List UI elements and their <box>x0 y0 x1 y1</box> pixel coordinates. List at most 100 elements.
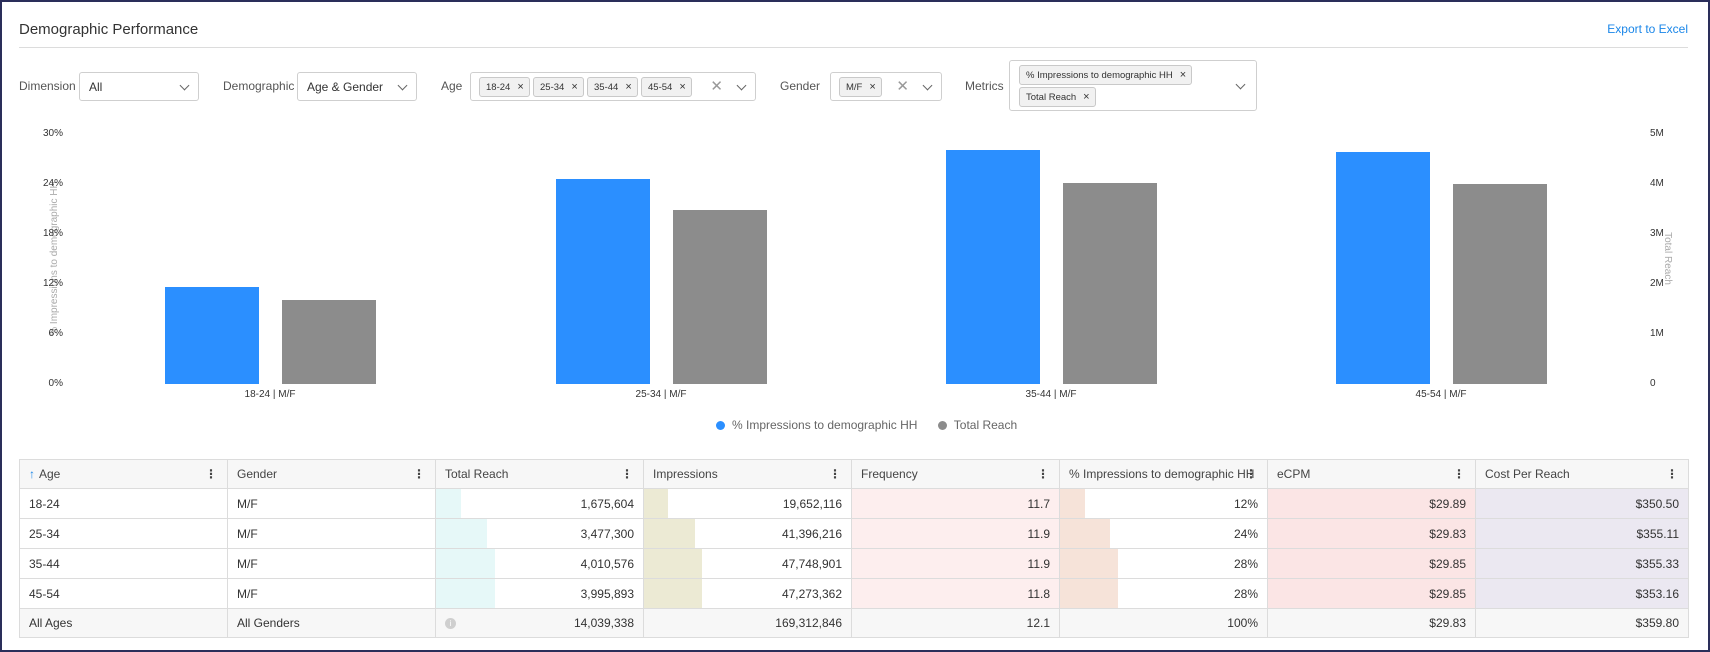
totals-cell: i 14,039,338 <box>435 608 644 638</box>
cell-value: 25-34 <box>29 526 60 541</box>
cell-value: $355.33 <box>1635 556 1679 571</box>
column-header-gender[interactable]: Gender ⋮ <box>227 459 436 489</box>
table-cell: $29.83 <box>1267 518 1476 549</box>
cell-fill-bar <box>1060 519 1110 548</box>
y-tick-left: 0% <box>48 378 63 389</box>
remove-tag-icon[interactable]: × <box>1083 91 1090 103</box>
totals-cell: $359.80 <box>1475 608 1689 638</box>
cell-value: 3,477,300 <box>580 526 634 541</box>
clear-icon[interactable]: ✕ <box>896 78 909 95</box>
column-menu-icon[interactable]: ⋮ <box>1037 467 1049 481</box>
y-tick-right: 1M <box>1650 328 1664 339</box>
table-cell: 11.7 <box>851 488 1060 519</box>
bar-impressions[interactable] <box>164 287 259 384</box>
column-menu-icon[interactable]: ⋮ <box>1453 467 1465 481</box>
bar-total-reach[interactable] <box>1452 184 1547 384</box>
metrics-multiselect[interactable]: % Impressions to demographic HH × Total R… <box>1009 60 1257 111</box>
cell-fill-bar <box>852 519 1059 548</box>
column-header-frequency[interactable]: Frequency ⋮ <box>851 459 1060 489</box>
table-cell: 41,396,216 <box>643 518 852 549</box>
column-menu-icon[interactable]: ⋮ <box>1245 467 1257 481</box>
info-icon[interactable]: i <box>445 618 456 629</box>
table-cell: 19,652,116 <box>643 488 852 519</box>
cell-value: 47,273,362 <box>781 586 842 601</box>
gender-multiselect[interactable]: M/F × ✕ <box>830 72 942 101</box>
remove-tag-icon[interactable]: × <box>679 81 686 93</box>
cell-fill-bar <box>1268 579 1475 608</box>
cell-value: 100% <box>1227 616 1258 630</box>
cell-value: 1,675,604 <box>580 496 634 511</box>
cell-value: 169,312,846 <box>775 616 842 630</box>
cell-value: 18-24 <box>29 496 60 511</box>
column-header-pct-impressions[interactable]: % Impressions to demographic HH ⋮ <box>1059 459 1268 489</box>
column-header-total-reach[interactable]: Total Reach ⋮ <box>435 459 644 489</box>
column-header-cost-per-reach[interactable]: Cost Per Reach ⋮ <box>1475 459 1689 489</box>
age-label: Age <box>441 79 463 93</box>
remove-tag-icon[interactable]: × <box>571 81 578 93</box>
bar-impressions[interactable] <box>1335 152 1430 384</box>
table-cell: 3,995,893 <box>435 578 644 609</box>
column-header-impressions[interactable]: Impressions ⋮ <box>643 459 852 489</box>
bar-total-reach[interactable] <box>1062 183 1157 384</box>
clear-icon[interactable]: ✕ <box>710 78 723 95</box>
table-cell: $29.89 <box>1267 488 1476 519</box>
column-menu-icon[interactable]: ⋮ <box>1666 467 1678 481</box>
column-menu-icon[interactable]: ⋮ <box>413 467 425 481</box>
table-cell: $355.11 <box>1475 518 1689 549</box>
chevron-down-icon <box>397 80 408 91</box>
table-row[interactable]: 45-54 M/F 3,995,893 47,273,362 11.8 28% $29.85… <box>19 578 1689 609</box>
bar-impressions[interactable] <box>555 179 650 384</box>
cell-fill-bar <box>644 579 702 608</box>
chevron-down-icon[interactable] <box>922 80 933 91</box>
table-cell: 47,273,362 <box>643 578 852 609</box>
remove-tag-icon[interactable]: × <box>869 81 876 93</box>
table-cell: 1,675,604 <box>435 488 644 519</box>
title-divider <box>19 47 1688 48</box>
chevron-down-icon[interactable] <box>1235 79 1246 90</box>
export-to-excel-link[interactable]: Export to Excel <box>1607 22 1688 36</box>
sort-ascending-icon[interactable]: ↑ <box>29 467 35 481</box>
y-tick-right: 2M <box>1650 278 1664 289</box>
age-multiselect[interactable]: 18-24 × 25-34 × 35-44 × 45-54 × ✕ <box>470 72 756 101</box>
table-row[interactable]: 35-44 M/F 4,010,576 47,748,901 11.9 28% $29.85… <box>19 548 1689 579</box>
column-menu-icon[interactable]: ⋮ <box>621 467 633 481</box>
age-tag: 18-24 × <box>479 77 530 97</box>
cell-fill-bar <box>1268 489 1475 518</box>
y-tick-left: 30% <box>42 128 63 139</box>
bar-impressions[interactable] <box>945 149 1040 384</box>
column-header-age[interactable]: ↑ Age ⋮ <box>19 459 228 489</box>
bar-total-reach[interactable] <box>672 210 767 384</box>
column-header-ecpm[interactable]: eCPM ⋮ <box>1267 459 1476 489</box>
y-tick-right: 0 <box>1650 378 1656 389</box>
chart-legend: % Impressions to demographic HH Total Re… <box>716 418 1034 433</box>
cell-value: 12% <box>1233 496 1258 511</box>
demographic-value: Age & Gender <box>307 79 384 94</box>
chevron-down-icon <box>179 80 190 91</box>
dimension-select[interactable]: All <box>79 72 199 101</box>
legend-dot <box>716 420 725 430</box>
remove-tag-icon[interactable]: × <box>1179 69 1187 81</box>
bar-total-reach[interactable] <box>281 300 376 384</box>
x-tick-label: 45-54 | M/F <box>1415 389 1467 400</box>
remove-tag-icon[interactable]: × <box>625 81 632 93</box>
column-menu-icon[interactable]: ⋮ <box>205 467 217 481</box>
column-menu-icon[interactable]: ⋮ <box>829 467 841 481</box>
cell-fill-bar <box>1476 519 1688 548</box>
table-row[interactable]: 25-34 M/F 3,477,300 41,396,216 11.9 24% $29.83… <box>19 518 1689 549</box>
legend-item-total-reach[interactable]: Total Reach <box>937 418 1017 432</box>
cell-value: 28% <box>1233 586 1258 601</box>
table-cell: M/F <box>227 518 436 549</box>
chevron-down-icon[interactable] <box>736 80 747 91</box>
table-cell: 28% <box>1059 548 1268 579</box>
demographic-select[interactable]: Age & Gender <box>297 72 417 101</box>
table-cell: 12% <box>1059 488 1268 519</box>
table-row[interactable]: 18-24 M/F 1,675,604 19,652,116 11.7 12% $29.89… <box>19 488 1689 519</box>
legend-item-impressions[interactable]: % Impressions to demographic HH <box>716 418 917 432</box>
cell-value: $29.85 <box>1429 586 1466 601</box>
remove-tag-icon[interactable]: × <box>517 81 524 93</box>
cell-fill-bar <box>852 549 1059 578</box>
table-cell: 11.9 <box>851 548 1060 579</box>
table-cell: 45-54 <box>19 578 228 609</box>
age-tag: 25-34 × <box>533 77 584 97</box>
